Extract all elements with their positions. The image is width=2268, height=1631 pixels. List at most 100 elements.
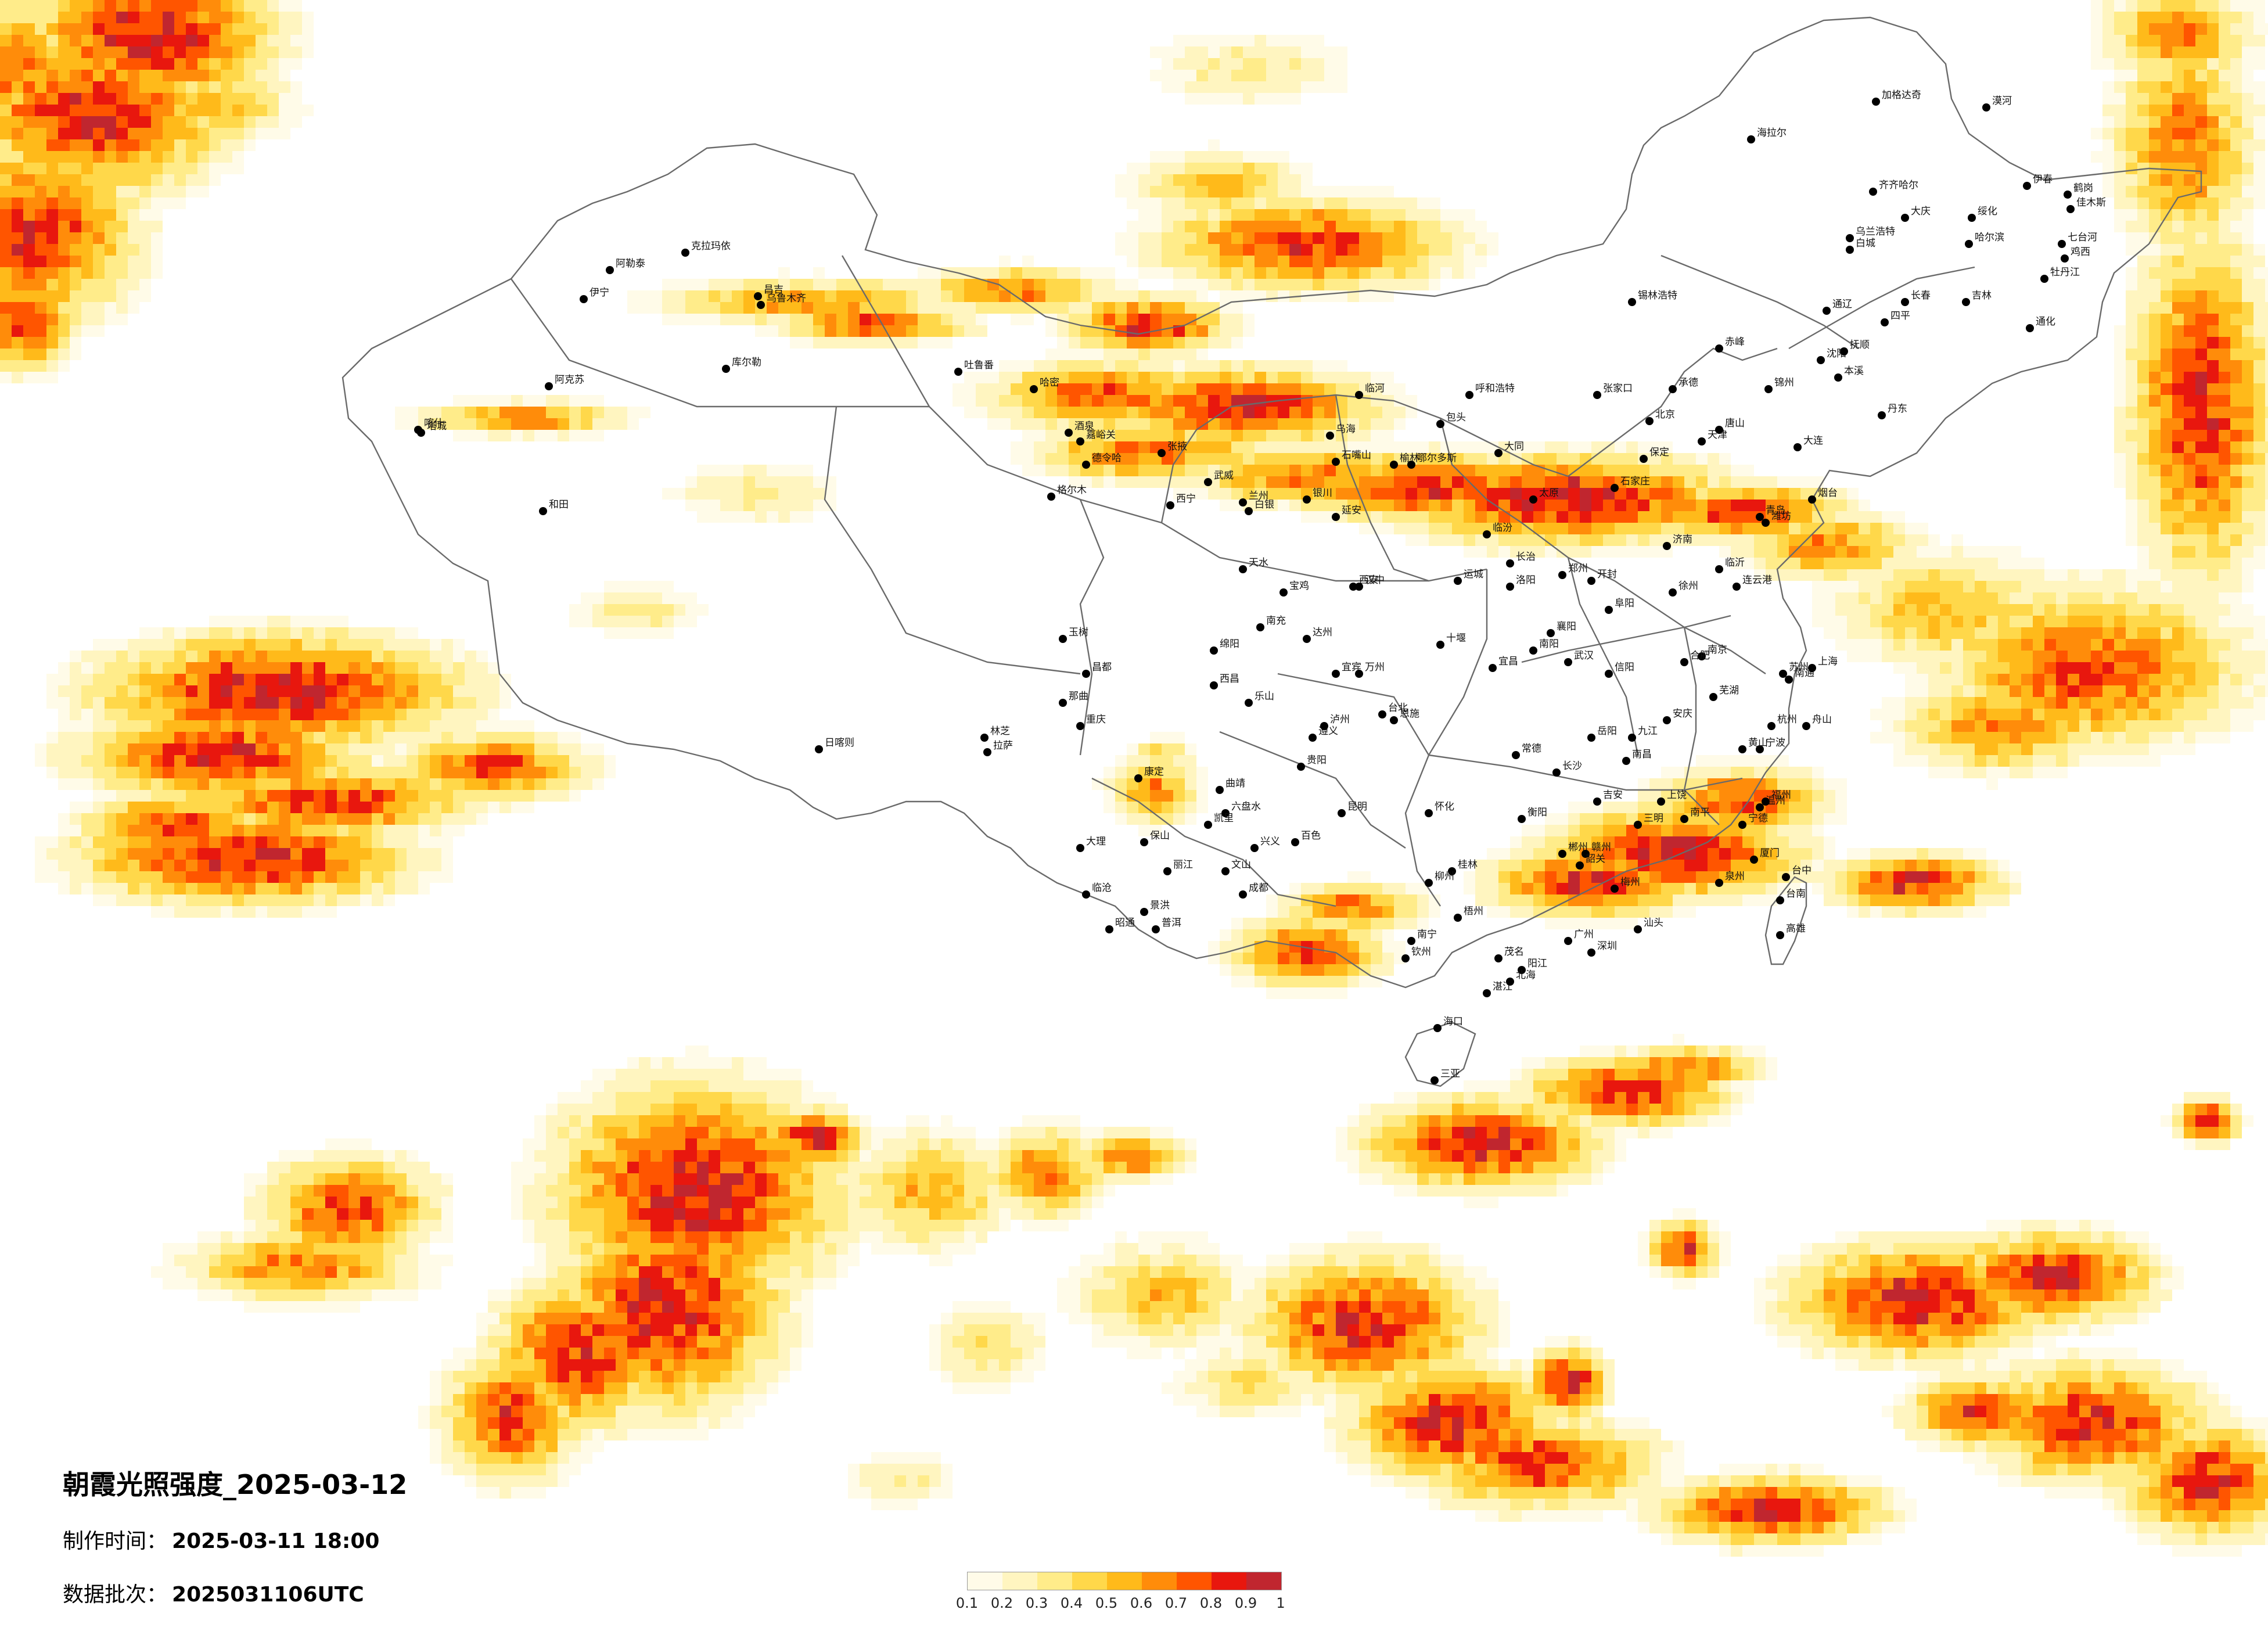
raster-cell <box>35 743 46 755</box>
raster-cell <box>2079 662 2091 674</box>
raster-cell <box>767 465 778 476</box>
raster-cell <box>2195 139 2207 151</box>
raster-cell <box>2219 290 2230 302</box>
raster-cell <box>941 337 953 349</box>
raster-cell <box>2114 604 2126 616</box>
raster-cell <box>674 604 685 616</box>
raster-cell <box>2184 360 2195 372</box>
raster-cell <box>1975 720 1986 732</box>
raster-cell <box>1324 441 1336 453</box>
raster-cell <box>2010 627 2021 639</box>
raster-cell <box>1684 476 1696 488</box>
raster-cell <box>267 23 279 35</box>
raster-cell <box>1708 511 1719 523</box>
raster-cell <box>2172 221 2184 232</box>
raster-cell <box>2230 488 2242 500</box>
raster-cell <box>1045 407 1057 418</box>
raster-cell <box>1406 500 1417 511</box>
raster-cell <box>151 46 163 58</box>
raster-cell <box>232 35 244 46</box>
raster-cell <box>558 430 569 441</box>
raster-cell <box>325 860 337 871</box>
raster-cell <box>2219 372 2230 383</box>
raster-cell <box>1243 267 1255 279</box>
raster-cell <box>1185 174 1196 186</box>
raster-cell <box>2137 407 2149 418</box>
raster-cell <box>151 743 163 755</box>
raster-cell <box>93 267 105 279</box>
raster-cell <box>430 848 441 860</box>
raster-cell <box>1417 534 1429 546</box>
raster-cell <box>2033 639 2044 651</box>
raster-cell <box>2242 197 2253 209</box>
raster-cell <box>1057 372 1069 383</box>
raster-cell <box>2091 674 2102 685</box>
raster-cell <box>2253 627 2265 639</box>
raster-cell <box>1196 279 1208 290</box>
raster-cell <box>221 732 232 743</box>
raster-cell <box>1417 511 1429 523</box>
raster-cell <box>2230 581 2242 592</box>
raster-cell <box>987 383 999 395</box>
raster-cell <box>70 81 81 93</box>
raster-cell <box>1580 523 1591 534</box>
raster-cell <box>1533 500 1545 511</box>
raster-cell <box>1104 790 1115 802</box>
raster-cell <box>662 314 674 325</box>
raster-cell <box>2079 616 2091 627</box>
raster-cell <box>360 674 372 685</box>
raster-cell <box>2230 616 2242 627</box>
raster-cell <box>2021 767 2033 778</box>
raster-cell <box>650 290 662 302</box>
raster-cell <box>1045 279 1057 290</box>
raster-cell <box>709 500 720 511</box>
raster-cell <box>2195 105 2207 116</box>
raster-cell <box>1533 836 1545 848</box>
raster-cell <box>1243 46 1255 58</box>
raster-cell <box>2265 523 2268 534</box>
raster-cell <box>372 778 383 790</box>
raster-cell <box>1185 802 1196 813</box>
raster-cell <box>209 163 221 174</box>
raster-cell <box>1371 883 1382 894</box>
raster-cell <box>1835 778 1847 790</box>
raster-cell <box>1591 860 1603 871</box>
raster-cell <box>2091 732 2102 743</box>
raster-cell <box>1011 314 1022 325</box>
raster-cell <box>1313 441 1324 453</box>
raster-cell <box>1080 453 1092 465</box>
raster-cell <box>1417 488 1429 500</box>
raster-cell <box>0 349 12 360</box>
raster-cell <box>163 70 174 81</box>
raster-cell <box>2242 720 2253 732</box>
raster-cell <box>1789 778 1800 790</box>
raster-cell <box>1638 476 1649 488</box>
raster-cell <box>1011 395 1022 407</box>
raster-cell <box>23 221 35 232</box>
raster-cell <box>1917 546 1928 558</box>
raster-cell <box>1708 755 1719 767</box>
raster-cell <box>1266 58 1278 70</box>
raster-cell <box>81 651 93 662</box>
raster-cell <box>2161 627 2172 639</box>
raster-cell <box>256 651 267 662</box>
raster-cell <box>1127 778 1138 790</box>
raster-cell <box>2137 674 2149 685</box>
raster-cell <box>197 81 209 93</box>
raster-cell <box>279 35 290 46</box>
raster-cell <box>1673 848 1684 860</box>
raster-cell <box>476 685 488 697</box>
raster-cell <box>1626 825 1638 836</box>
raster-cell <box>256 81 267 93</box>
raster-cell <box>1754 871 1766 883</box>
raster-cell <box>116 302 128 314</box>
raster-cell <box>139 221 151 232</box>
raster-cell <box>2033 581 2044 592</box>
raster-cell <box>1266 35 1278 46</box>
raster-cell <box>244 46 256 58</box>
raster-cell <box>1742 488 1754 500</box>
raster-cell <box>2137 604 2149 616</box>
raster-cell <box>1893 604 1905 616</box>
raster-cell <box>232 12 244 23</box>
raster-cell <box>2253 256 2265 267</box>
